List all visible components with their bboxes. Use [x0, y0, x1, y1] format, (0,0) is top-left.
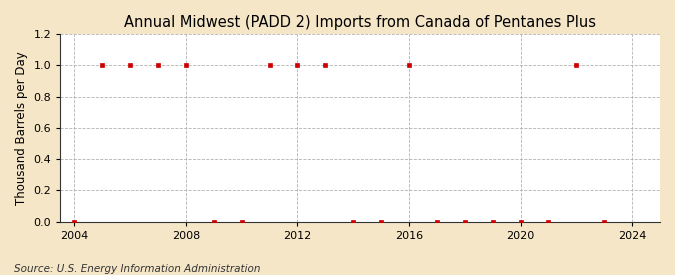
Title: Annual Midwest (PADD 2) Imports from Canada of Pentanes Plus: Annual Midwest (PADD 2) Imports from Can… — [124, 15, 596, 30]
Text: Source: U.S. Energy Information Administration: Source: U.S. Energy Information Administ… — [14, 264, 260, 274]
Y-axis label: Thousand Barrels per Day: Thousand Barrels per Day — [15, 51, 28, 205]
